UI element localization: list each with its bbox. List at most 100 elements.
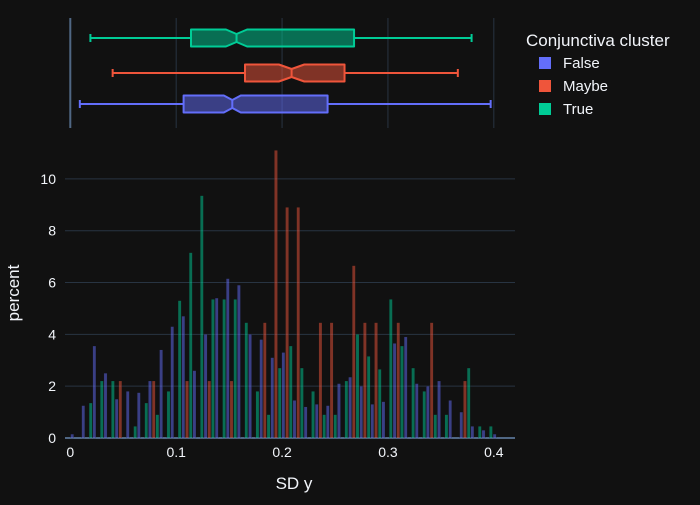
histogram-bar-true (300, 367, 304, 439)
y-tick-label: 6 (48, 275, 56, 291)
histogram-bar-maybe (374, 322, 378, 439)
histogram-bar-false (292, 400, 297, 439)
legend-swatch-maybe (539, 80, 551, 92)
histogram-bar-false (437, 380, 441, 439)
histogram-bar-true (366, 356, 371, 439)
histogram-bar-maybe (429, 322, 434, 439)
histogram-bar-true (200, 195, 204, 439)
histogram-bar-maybe (296, 207, 300, 439)
histogram-bar-maybe (263, 322, 267, 439)
histogram-bar-false (281, 352, 286, 439)
histogram-bar-false (237, 285, 241, 439)
box-plot-true (89, 28, 473, 48)
histogram-bar-false (426, 386, 430, 439)
legend-swatch-false (539, 57, 551, 69)
histogram-bar-maybe (285, 207, 289, 439)
histogram-bar-false (337, 383, 341, 439)
histogram-bar-true (133, 426, 137, 439)
histogram-bar-true (155, 414, 160, 439)
histogram-bar-false (492, 434, 497, 439)
histogram-bar-false (481, 430, 486, 439)
y-tick-label: 4 (48, 326, 56, 342)
y-tick-label: 2 (48, 378, 56, 394)
histogram-bar-false (270, 357, 274, 439)
histogram-bar-false (170, 326, 174, 439)
histogram-bar-true (389, 299, 393, 439)
histogram-bar-true (233, 299, 237, 439)
box-plots (78, 28, 492, 114)
histogram-bar-true (333, 414, 337, 439)
histogram-bar-maybe (118, 380, 122, 439)
histogram-bar-false (81, 405, 85, 439)
histogram-bar-true (322, 414, 326, 439)
histogram-bar-true (311, 391, 315, 439)
histogram-bar-false (92, 345, 97, 439)
histogram-bar-maybe (152, 380, 156, 439)
histogram-bar-true (266, 414, 271, 439)
histogram-bar-false (448, 400, 452, 439)
box-body (182, 94, 329, 114)
histogram-bar-true (400, 345, 404, 439)
histogram-bar-false (192, 370, 197, 439)
histogram-bar-true (344, 380, 349, 439)
histogram-bar-false (203, 334, 208, 439)
box-plot-false (78, 94, 492, 114)
histogram-bars (70, 150, 497, 439)
histogram-bar-true (467, 367, 471, 439)
y-tick-label: 8 (48, 223, 56, 239)
legend-label-maybe: Maybe (563, 78, 608, 95)
x-axis-ticks: 0 0.1 0.2 0.3 0.4 (66, 444, 503, 460)
histogram-bar-maybe (274, 150, 278, 439)
histogram-bar-false (303, 406, 308, 439)
histogram-bar-maybe (207, 380, 211, 439)
histogram-bar-true (244, 322, 248, 439)
x-tick-label: 0.3 (378, 444, 398, 460)
histogram-bar-maybe (329, 322, 334, 439)
histogram-bar-true (144, 402, 148, 439)
y-tick-label: 10 (40, 171, 56, 187)
y-tick-label: 0 (48, 430, 56, 446)
histogram-bar-false (259, 339, 263, 439)
histogram-bar-false (326, 405, 330, 439)
histogram-bar-false (381, 401, 386, 439)
histogram-bar-maybe (318, 322, 323, 439)
histogram-bar-false (392, 343, 397, 439)
histogram-bar-maybe (363, 322, 367, 439)
x-tick-label: 0 (66, 444, 74, 460)
legend-swatch-true (539, 103, 551, 115)
histogram-bar-true (211, 299, 215, 439)
histogram-bar-true (189, 252, 193, 439)
histogram-bar-false (348, 377, 352, 439)
histogram-bar-false (315, 404, 319, 439)
histogram-bar-maybe (352, 265, 356, 439)
histogram-bar-true (444, 414, 449, 439)
histogram-bar-true (289, 345, 293, 439)
y-axis-ticks: 0 2 4 6 8 10 (40, 171, 56, 446)
y-axis-title: percent (4, 264, 23, 321)
histogram-bar-false (103, 373, 108, 439)
histogram-bar-true (255, 391, 260, 439)
histogram-bar-false (215, 297, 219, 439)
legend-label-false: False (563, 55, 600, 72)
legend-title: Conjunctiva cluster (526, 31, 670, 50)
box-body (190, 28, 356, 48)
histogram-bar-true (89, 402, 93, 439)
histogram-bar-false (126, 391, 130, 439)
box-plot-maybe (111, 63, 459, 83)
histogram-bar-false (114, 399, 119, 439)
histogram-bar-false (404, 336, 408, 439)
histogram-bar-maybe (185, 380, 189, 439)
histogram-bar-true (278, 367, 282, 439)
histogram-bar-maybe (463, 380, 467, 439)
histogram-bar-true (100, 380, 104, 439)
histogram-bar-true (433, 414, 437, 439)
histogram-bar-false (226, 278, 230, 439)
histogram-bar-false (248, 334, 252, 439)
histogram-bar-false (470, 426, 475, 439)
histogram-bar-false (159, 349, 163, 439)
histogram-bar-true (177, 300, 182, 439)
histogram-bar-false (148, 380, 152, 439)
histogram-bar-maybe (229, 380, 234, 439)
